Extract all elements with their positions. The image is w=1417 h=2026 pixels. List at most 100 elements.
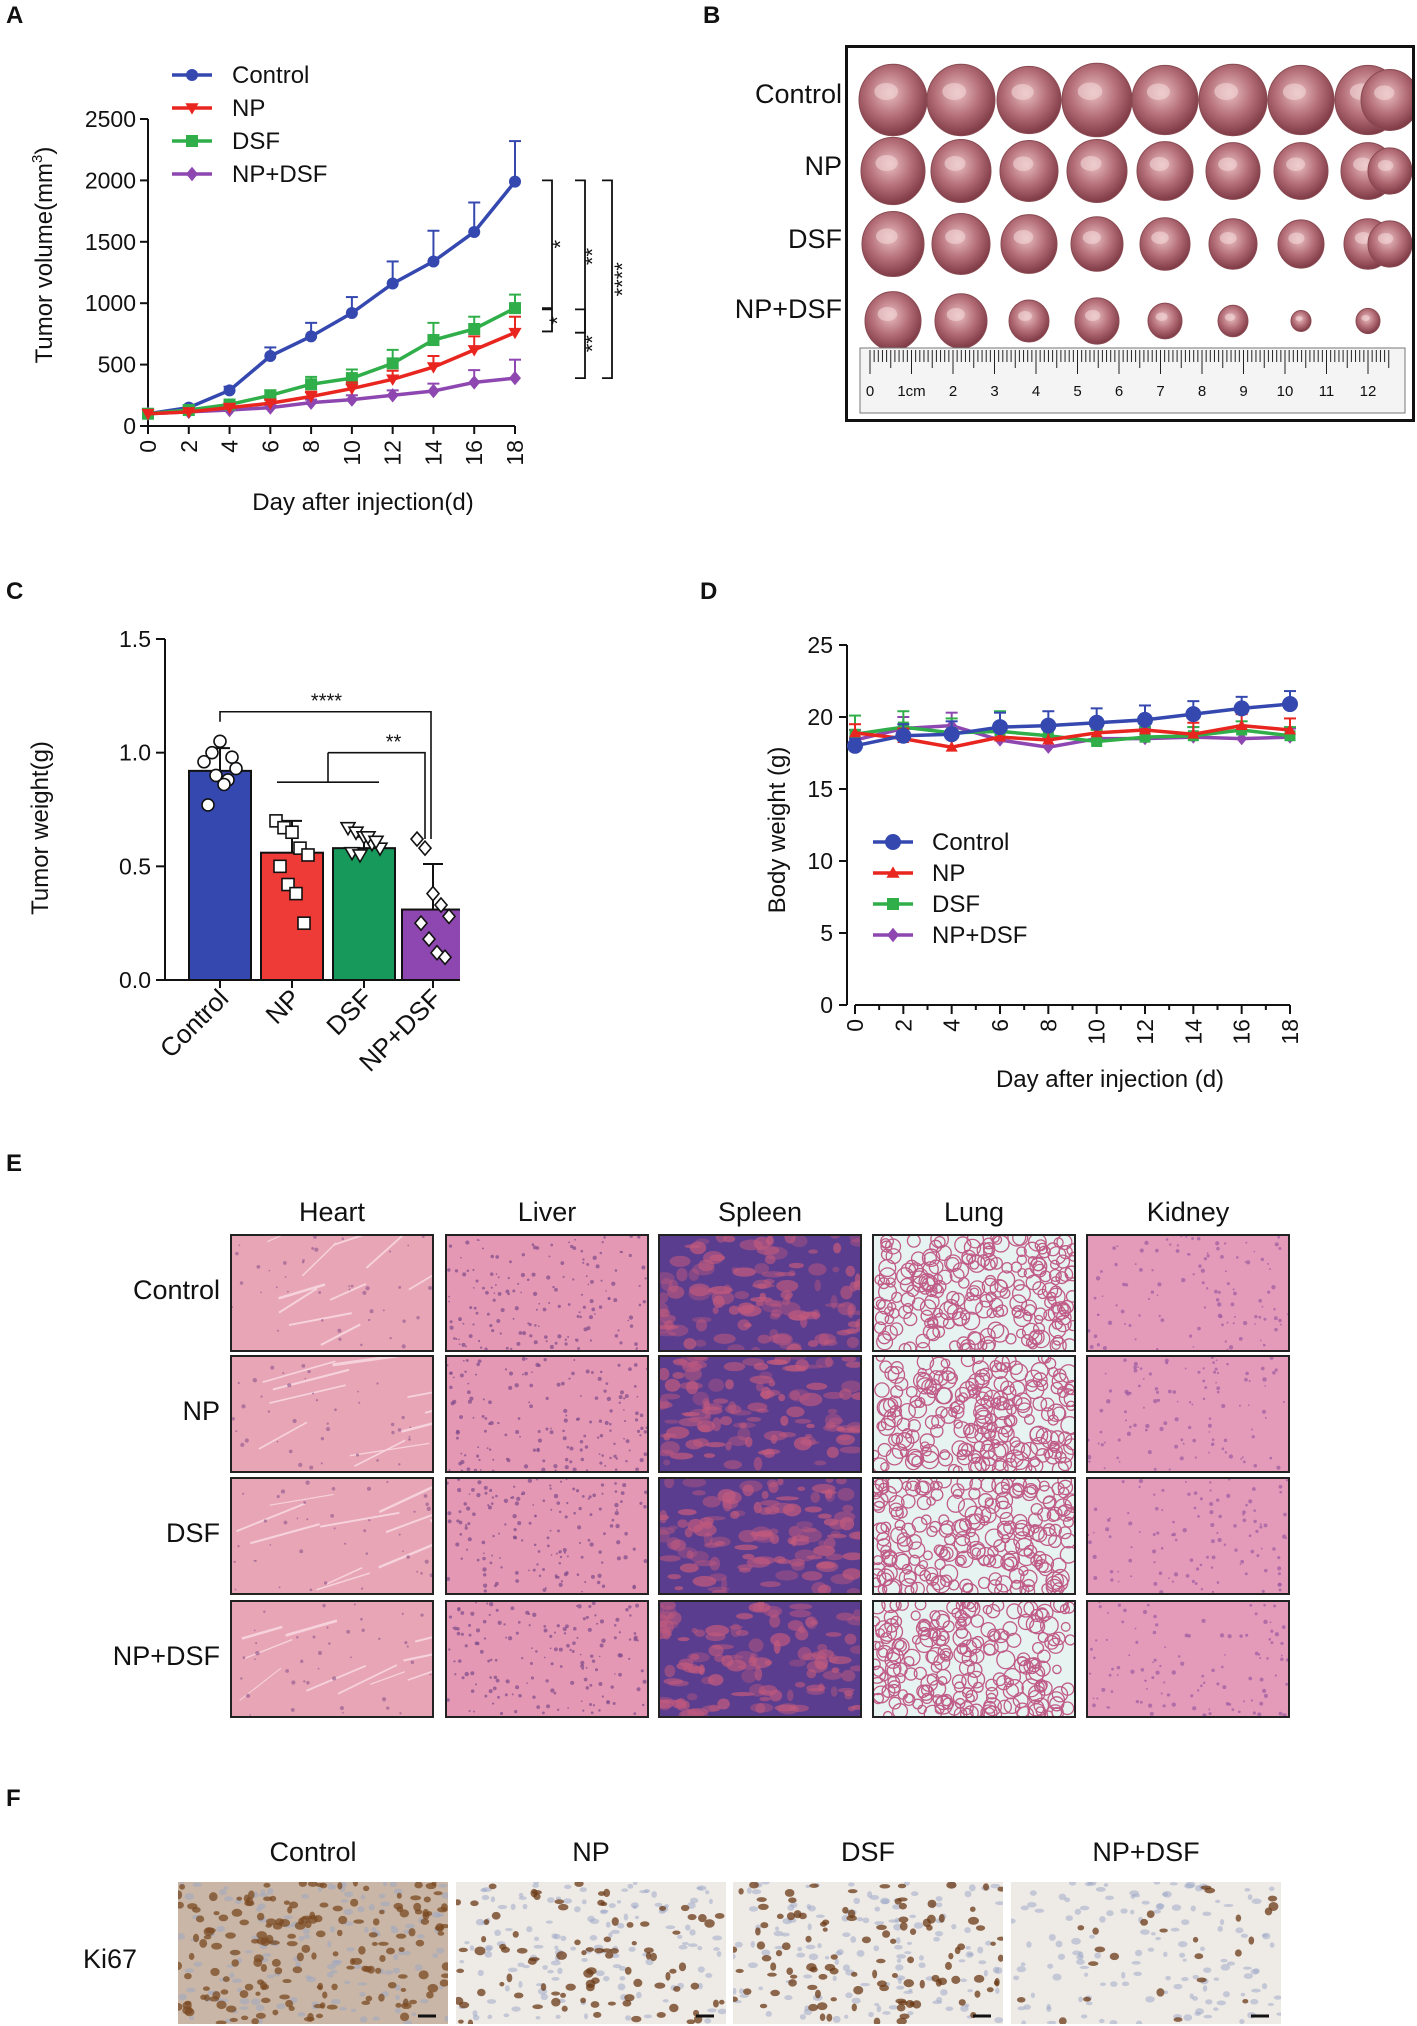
- d-legend-label: DSF: [932, 891, 980, 918]
- c-bar: [332, 847, 396, 981]
- d-legend-label: NP+DSF: [932, 922, 1027, 949]
- d-ylabel: Body weight (g): [764, 747, 791, 914]
- c-point: [285, 825, 299, 840]
- tumor: [1131, 64, 1199, 136]
- tumor: [1267, 64, 1335, 136]
- ruler: [859, 347, 1406, 414]
- a-point: [468, 375, 481, 390]
- d-ytick-label: 10: [807, 848, 833, 874]
- body-weight-chart: 0 5 10 15 20 25 0 2 4 6 8 10 12 14 16 18 Control NP DSF NP…: [764, 632, 1303, 1093]
- a-bracket-3-label: ****: [610, 262, 635, 297]
- ruler-label: 12: [1360, 383, 1377, 400]
- a-legend-label: NP: [232, 95, 265, 122]
- ruler-label: 5: [1073, 383, 1081, 400]
- tumor-row-label: NP: [804, 151, 842, 181]
- tumor-highlight: [1013, 156, 1034, 171]
- a-point: [345, 383, 359, 396]
- ki67-row-label: Ki67: [82, 1944, 138, 1974]
- a-point: [264, 389, 277, 402]
- a-point: [386, 388, 399, 403]
- ruler-label: 0: [866, 383, 874, 400]
- a-xtick-label: 12: [380, 440, 406, 466]
- d-legend-marker: [885, 834, 901, 850]
- c-point: [409, 830, 425, 848]
- d-point: [848, 726, 862, 738]
- c-ytick-label: 1.5: [119, 626, 151, 652]
- tumor: [1205, 142, 1261, 200]
- d-xtick-label: 12: [1132, 1019, 1158, 1045]
- tumor: [931, 213, 991, 275]
- c-point: [209, 768, 223, 783]
- ruler-label: 2: [949, 383, 957, 400]
- d-series-line-2: [854, 725, 1291, 744]
- tumor-highlight: [1155, 312, 1168, 321]
- ruler-label: 10: [1277, 383, 1294, 400]
- he-tile-kidney: [1086, 1234, 1290, 1352]
- c-point: [425, 885, 441, 902]
- c-point: [417, 839, 433, 857]
- tumor-highlight: [1011, 84, 1034, 100]
- tumor-highlight: [1361, 315, 1370, 321]
- he-tile-kidney: [1086, 1355, 1290, 1473]
- he-row-label: NP+DSF: [112, 1641, 220, 1671]
- a-point: [305, 330, 318, 343]
- ruler-label: 7: [1156, 383, 1164, 400]
- he-tile-liver: [445, 1234, 649, 1352]
- ki67-tile: [733, 1882, 1003, 2024]
- a-series-line-2: [147, 306, 516, 416]
- a-ytick-label: 2000: [85, 167, 136, 193]
- a-xtick-label: 6: [257, 440, 283, 453]
- d-point: [993, 731, 1007, 742]
- d-point: [1187, 728, 1200, 739]
- d-point: [1040, 717, 1057, 734]
- a-point: [426, 362, 441, 374]
- d-series-line-1: [854, 723, 1291, 750]
- a-point: [305, 378, 318, 391]
- a-xtick-label: 0: [135, 440, 161, 453]
- c-sig-label-2: **: [386, 732, 402, 754]
- a-point: [345, 307, 358, 320]
- tumor-highlight: [1218, 157, 1238, 171]
- tumor: [999, 140, 1059, 202]
- panel-label-a: A: [6, 2, 24, 29]
- he-tile-spleen: [658, 1477, 862, 1595]
- tumor-highlight: [1374, 85, 1395, 100]
- d-series-line-0: [854, 702, 1291, 748]
- tumor-highlight: [1146, 83, 1170, 100]
- he-tile-liver: [445, 1477, 649, 1595]
- tumor-highlight: [877, 307, 898, 321]
- d-ytick-label: 0: [820, 992, 833, 1018]
- a-legend-marker: [186, 166, 198, 182]
- tumor-highlight: [1151, 231, 1169, 244]
- a-point: [222, 402, 237, 415]
- tumor-highlight: [1353, 157, 1373, 171]
- tumor-highlight: [1377, 160, 1394, 171]
- a-xlabel: Day after injection(d): [252, 489, 473, 516]
- c-point: [197, 754, 211, 769]
- he-tile-spleen: [658, 1600, 862, 1718]
- a-point: [467, 345, 481, 357]
- c-point: [201, 798, 215, 812]
- c-point: [225, 750, 239, 765]
- c-xtick-label: NP: [259, 983, 306, 1030]
- c-point: [441, 908, 457, 925]
- a-legend-label: NP+DSF: [232, 161, 327, 188]
- d-xtick-label: 6: [987, 1019, 1013, 1032]
- d-point: [1091, 735, 1103, 747]
- a-point: [509, 302, 521, 315]
- a-series-line-0: [147, 180, 517, 416]
- he-tile-spleen: [658, 1234, 862, 1352]
- d-point: [1282, 696, 1298, 713]
- tumor-highlight: [1288, 232, 1305, 244]
- d-ytick-label: 5: [820, 920, 833, 946]
- panel-label-d: D: [700, 578, 718, 605]
- he-column-heart: Heart: [298, 1197, 366, 1227]
- a-bracket-2-label: **: [580, 248, 605, 266]
- c-point: [421, 930, 437, 948]
- tumor-row-label: DSF: [788, 224, 842, 254]
- c-point: [297, 916, 311, 930]
- c-point: [351, 849, 369, 864]
- c-point: [413, 914, 429, 932]
- ruler-label: 11: [1319, 383, 1335, 400]
- tumor-highlight: [944, 156, 966, 171]
